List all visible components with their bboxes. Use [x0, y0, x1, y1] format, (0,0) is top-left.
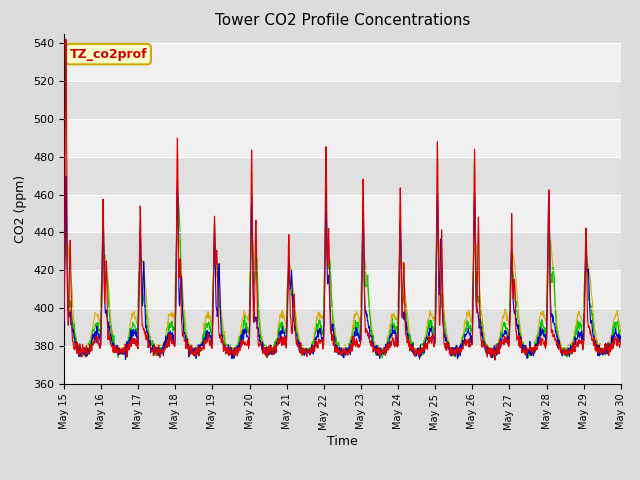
Bar — [64, 194, 621, 232]
Bar — [64, 308, 621, 346]
Bar — [64, 346, 621, 384]
Bar — [64, 81, 621, 119]
Bar — [64, 156, 621, 194]
Title: Tower CO2 Profile Concentrations: Tower CO2 Profile Concentrations — [214, 13, 470, 28]
X-axis label: Time: Time — [327, 435, 358, 448]
Bar — [64, 270, 621, 308]
Bar — [64, 43, 621, 81]
Bar — [64, 119, 621, 156]
Y-axis label: CO2 (ppm): CO2 (ppm) — [15, 175, 28, 243]
Text: TZ_co2prof: TZ_co2prof — [70, 48, 147, 60]
Bar — [64, 232, 621, 270]
